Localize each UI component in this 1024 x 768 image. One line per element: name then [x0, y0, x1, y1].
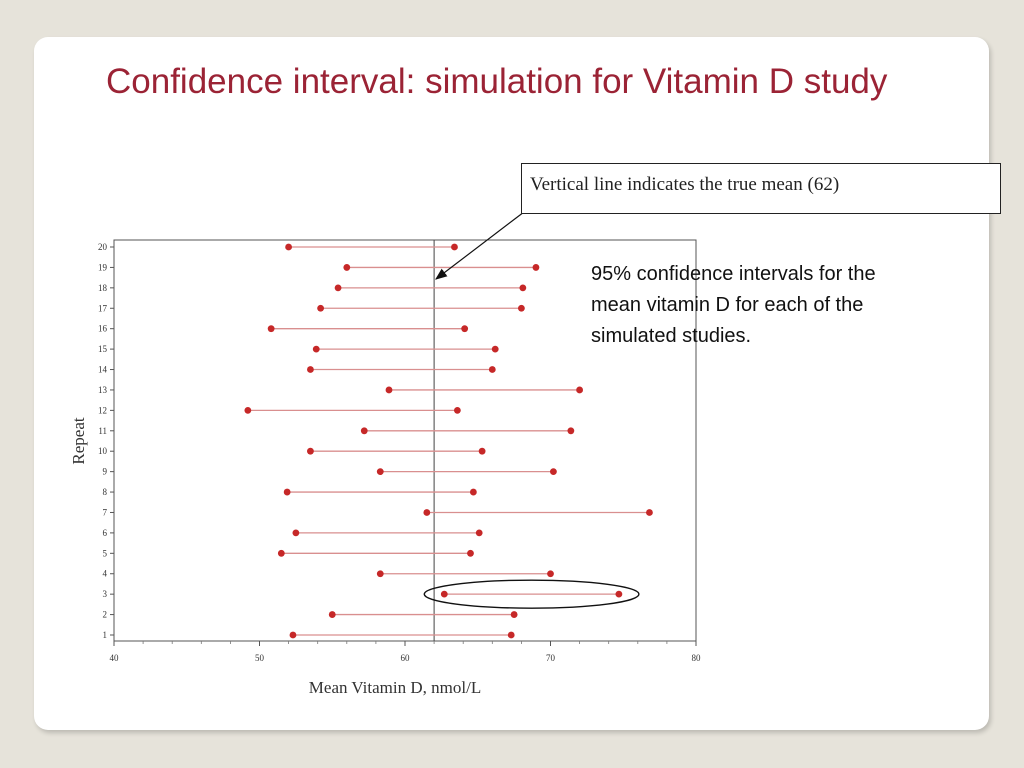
y-tick-label: 5: [103, 548, 108, 558]
y-tick-label: 15: [98, 344, 108, 354]
interval-lower-point-repeat-17: [317, 304, 325, 312]
interval-lower-point-repeat-1: [289, 631, 297, 639]
x-tick-label: 60: [401, 653, 411, 663]
interval-lower-point-repeat-12: [244, 406, 252, 414]
interval-upper-point-repeat-19: [532, 264, 540, 271]
y-tick-label: 4: [103, 569, 108, 579]
x-tick-label: 80: [692, 653, 702, 663]
interval-lower-point-repeat-19: [343, 264, 351, 271]
interval-lower-point-repeat-6: [292, 529, 300, 537]
y-tick-label: 19: [98, 262, 108, 272]
interval-upper-point-repeat-4: [547, 570, 554, 578]
interval-upper-point-repeat-12: [453, 406, 461, 414]
interval-lower-point-repeat-14: [307, 366, 314, 373]
y-tick-label: 1: [103, 630, 108, 640]
interval-upper-point-repeat-9: [550, 468, 557, 476]
y-tick-label: 11: [98, 426, 107, 436]
y-tick-label: 10: [98, 446, 108, 456]
interval-upper-point-repeat-2: [510, 611, 518, 618]
interval-lower-point-repeat-15: [312, 345, 320, 353]
y-tick-label: 3: [103, 589, 108, 599]
y-tick-label: 9: [103, 467, 108, 477]
interval-upper-point-repeat-11: [567, 427, 575, 435]
interval-upper-point-repeat-10: [478, 447, 486, 455]
interval-lower-point-repeat-8: [283, 488, 291, 496]
interval-upper-point-repeat-5: [467, 549, 474, 557]
y-tick-label: 6: [103, 528, 108, 538]
callout-arrow: [435, 211, 525, 280]
callout-text: Vertical line indicates the true mean (6…: [530, 174, 840, 195]
interval-lower-point-repeat-2: [328, 611, 336, 618]
interval-upper-point-repeat-20: [451, 243, 458, 251]
interval-upper-point-repeat-6: [475, 529, 483, 537]
x-tick-label: 70: [546, 653, 556, 663]
interval-lower-point-repeat-20: [285, 243, 292, 251]
interval-upper-point-repeat-16: [461, 325, 469, 333]
interval-lower-point-repeat-9: [376, 468, 384, 476]
interval-upper-point-repeat-8: [469, 488, 477, 496]
y-tick-label: 14: [98, 365, 108, 375]
interval-upper-point-repeat-13: [576, 386, 583, 394]
y-tick-label: 17: [98, 303, 108, 313]
interval-lower-point-repeat-11: [360, 427, 368, 435]
interval-upper-point-repeat-7: [646, 509, 653, 516]
interval-lower-point-repeat-10: [307, 447, 314, 455]
y-tick-label: 2: [103, 610, 108, 620]
x-axis-label: Mean Vitamin D, nmol/L: [309, 678, 481, 697]
interval-lower-point-repeat-5: [277, 549, 285, 557]
true-mean-callout: Vertical line indicates the true mean (6…: [521, 163, 1001, 214]
y-tick-label: 8: [103, 487, 108, 497]
interval-lower-point-repeat-3: [440, 590, 448, 598]
y-tick-label: 12: [98, 405, 107, 415]
annotation-text: 95% confidence intervals for the mean vi…: [591, 263, 876, 347]
interval-lower-point-repeat-16: [267, 325, 275, 333]
interval-lower-point-repeat-7: [423, 509, 431, 516]
interval-upper-point-repeat-15: [491, 345, 499, 353]
slide-title: Confidence interval: simulation for Vita…: [106, 62, 888, 101]
y-tick-label: 7: [103, 507, 108, 517]
interval-lower-point-repeat-4: [376, 570, 384, 578]
interval-upper-point-repeat-18: [519, 284, 527, 292]
y-tick-label: 13: [98, 385, 108, 395]
y-tick-label: 20: [98, 242, 108, 252]
interval-upper-point-repeat-3: [615, 590, 623, 598]
y-tick-label: 18: [98, 283, 108, 293]
interval-lower-point-repeat-18: [334, 284, 342, 292]
interval-upper-point-repeat-17: [518, 304, 525, 312]
x-tick-label: 40: [110, 653, 120, 663]
interval-upper-point-repeat-14: [488, 366, 496, 373]
interval-upper-point-repeat-1: [507, 631, 515, 639]
interval-lower-point-repeat-13: [385, 386, 393, 394]
y-axis-label: Repeat: [69, 417, 88, 464]
y-tick-label: 16: [98, 324, 108, 334]
x-tick-label: 50: [255, 653, 265, 663]
highlight-ellipse: [423, 579, 640, 609]
